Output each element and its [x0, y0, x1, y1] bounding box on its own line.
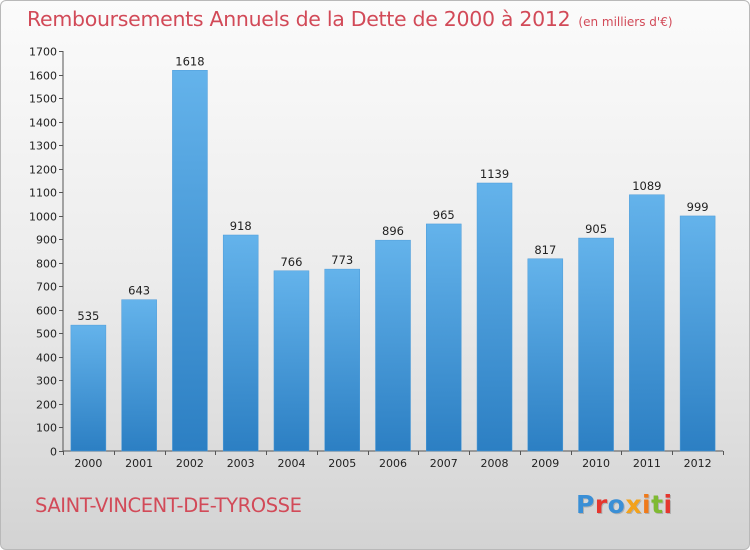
bar-value-label: 766	[280, 255, 302, 269]
logo-letter: t	[651, 490, 664, 519]
bar-value-label: 905	[585, 222, 607, 236]
bar	[629, 194, 665, 452]
bar	[578, 237, 614, 452]
bar	[70, 324, 107, 452]
bar-value-label: 965	[433, 208, 455, 222]
y-tick-label: 300	[36, 375, 57, 388]
x-tick-label: 2010	[582, 457, 610, 470]
title-text: Remboursements Annuels de la Dette de 20…	[27, 7, 571, 31]
x-tick-label: 2000	[74, 457, 102, 470]
bar	[273, 270, 310, 452]
x-tick-label: 2004	[277, 457, 305, 470]
y-tick-label: 1000	[29, 211, 57, 224]
y-tick-label: 1200	[29, 164, 57, 177]
bar-value-label: 773	[331, 253, 353, 267]
y-tick-label: 1500	[29, 93, 57, 106]
bar-value-label: 817	[534, 243, 556, 257]
x-tick-label: 2001	[125, 457, 153, 470]
chart-title: Remboursements Annuels de la Dette de 20…	[27, 7, 673, 31]
x-tick-label: 2005	[328, 457, 356, 470]
logo-letter: i	[642, 490, 652, 519]
y-tick-label: 1600	[29, 70, 57, 83]
bar-value-label: 896	[382, 224, 404, 238]
bar	[527, 258, 564, 452]
bar-value-label: 1139	[480, 167, 509, 181]
bar	[476, 182, 513, 452]
bar-value-label: 535	[77, 309, 99, 323]
x-tick-label: 2008	[481, 457, 509, 470]
proxiti-logo: Proxiti	[576, 490, 673, 519]
bar	[121, 299, 157, 452]
x-tick-label: 2003	[227, 457, 255, 470]
bar	[426, 223, 462, 452]
logo-letter: r	[594, 490, 608, 519]
y-tick-label: 700	[36, 281, 57, 294]
logo-letter: P	[576, 490, 595, 519]
bar-value-label: 1089	[632, 179, 661, 193]
y-tick-label: 1300	[29, 140, 57, 153]
bar	[324, 268, 360, 452]
x-tick-label: 2007	[430, 457, 458, 470]
data-labels: 535 643 1618 918 766 773 896 965 1139 817 905 1089 9…	[77, 54, 708, 323]
bar	[172, 70, 208, 452]
bar	[222, 234, 259, 452]
bar-value-label: 918	[230, 219, 252, 233]
x-tick-label: 2011	[633, 457, 661, 470]
unit-label: (en milliers d'€)	[578, 15, 673, 29]
x-tick-label: 2006	[379, 457, 407, 470]
y-tick-label: 900	[36, 234, 57, 247]
x-tick-label: 2009	[531, 457, 559, 470]
y-tick-label: 800	[36, 258, 57, 271]
x-tick-label: 2012	[684, 457, 712, 470]
logo-letter: o	[607, 490, 626, 519]
y-tick-label: 200	[36, 399, 57, 412]
bar	[375, 239, 411, 452]
y-tick-label: 1700	[29, 46, 57, 59]
bar-value-label: 1618	[175, 54, 204, 68]
bar	[679, 215, 716, 452]
bar-value-label: 999	[687, 200, 709, 214]
y-tick-label: 1400	[29, 117, 57, 130]
x-tick-label: 2002	[176, 457, 204, 470]
y-tick-label: 0	[50, 446, 57, 459]
bar-value-label: 643	[128, 284, 150, 298]
bars	[70, 70, 716, 452]
logo-letter: x	[625, 490, 642, 519]
y-tick-label: 600	[36, 305, 57, 318]
city-name: SAINT-VINCENT-DE-TYROSSE	[35, 494, 302, 517]
y-tick-label: 100	[36, 422, 57, 435]
y-tick-label: 1100	[29, 187, 57, 200]
axes: 0 100 200 300 400 500 600 700 800 900 1000 1100 1200…	[29, 46, 724, 470]
logo-letter: i	[663, 490, 673, 519]
y-tick-label: 500	[36, 328, 57, 341]
y-tick-label: 400	[36, 352, 57, 365]
